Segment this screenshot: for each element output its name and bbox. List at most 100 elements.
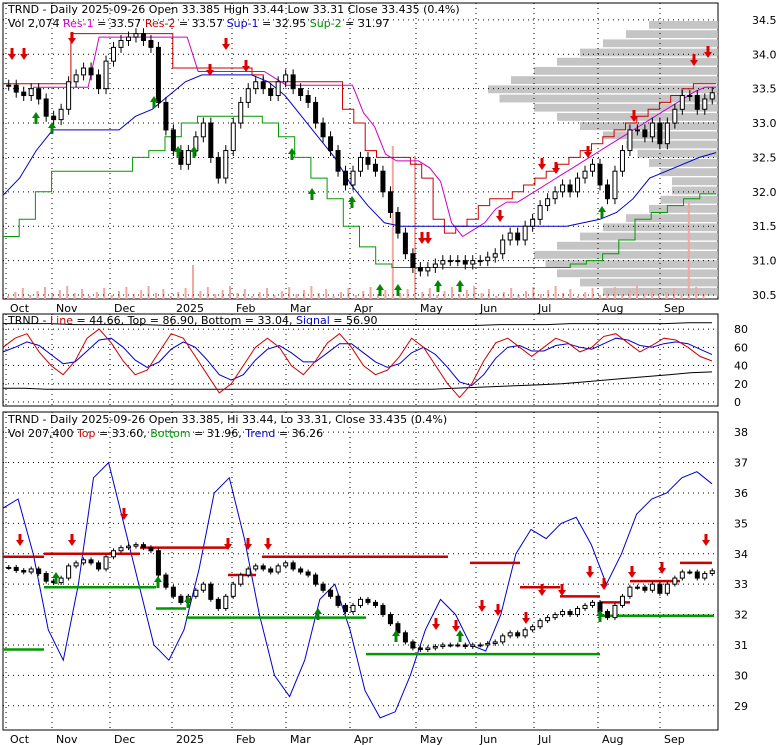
panel-header: Vol 207,400 Top = 33.60, Bottom = 31.96,… (8, 427, 323, 440)
volume-bar (206, 287, 209, 299)
price-candle-body (260, 81, 266, 90)
price-candle-body (380, 170, 386, 193)
volume-bar (421, 292, 424, 299)
price-candle-body (619, 150, 625, 172)
volume-bar (7, 296, 9, 299)
up-arrow-marker (348, 196, 356, 208)
y-tick-label: 31 (734, 639, 748, 652)
undefined: = (259, 17, 275, 30)
volume-bar (184, 288, 187, 299)
price-candle-body (96, 74, 102, 90)
undefined: = (275, 427, 291, 440)
top-label: Top = (127, 314, 163, 327)
price-candle-body (522, 225, 528, 241)
x-tick-label: Jul (537, 302, 551, 315)
down-arrow-marker (222, 38, 230, 50)
x-tick-label: 2025 (176, 302, 204, 315)
trend-candle-body (193, 589, 199, 597)
volume-bar (51, 294, 54, 299)
volume-profile-bar (534, 251, 718, 259)
x-tick-label: Mar (290, 302, 311, 315)
volume-bar (658, 296, 661, 299)
price-candle-body (320, 122, 326, 138)
trend-candle-body (634, 586, 640, 589)
volume-profile-bar (637, 149, 718, 158)
price-candle-body (298, 88, 304, 97)
volume-profile-bar (580, 122, 718, 131)
down-arrow-marker (584, 146, 592, 158)
price-candle-body (709, 92, 715, 100)
trend-candle-body (163, 574, 169, 588)
down-arrow-marker (242, 60, 250, 72)
volume-bar (480, 293, 483, 299)
undefined: = (96, 427, 112, 440)
trend-candle-body (657, 583, 663, 594)
volume-profile-bar (660, 168, 718, 177)
volume-bar (687, 201, 690, 299)
top-label: Top (76, 427, 96, 440)
trend-candle-body (290, 562, 296, 570)
price-candle-body (253, 81, 259, 90)
y-tick-label: 37 (734, 457, 748, 470)
down-arrow-marker (552, 162, 560, 174)
y-tick-label: 40 (734, 360, 748, 373)
price-candle-body (73, 74, 79, 83)
trend-candle-body (410, 641, 416, 649)
trend-candle-body (238, 574, 244, 585)
panel-header: TRND - Daily 2025-09-26 Open 33.385 High… (7, 3, 460, 16)
volume-bar (58, 290, 61, 299)
trend-candle-body (604, 611, 610, 619)
trend-value: 36.26 (292, 427, 324, 440)
price-candle-body (28, 88, 34, 97)
volume-profile-bar (649, 21, 718, 29)
down-arrow-marker (538, 584, 546, 596)
price-candle-body (283, 74, 289, 83)
volume-bar (428, 288, 431, 299)
osc-title: TRND - (7, 314, 50, 327)
x-tick-label: Aug (602, 733, 623, 745)
ma-line (33, 36, 716, 238)
price-candle-body (81, 67, 87, 76)
price-candle-body (590, 163, 596, 172)
price-candle-body (43, 98, 49, 117)
trend-candle-body (170, 586, 176, 597)
price-candle-body (642, 129, 648, 138)
bottom-label: Bottom (150, 427, 190, 440)
volume-bar (599, 295, 601, 299)
volume-profile-bar (672, 177, 718, 186)
volume-bar (532, 287, 535, 299)
price-candle-body (492, 253, 498, 258)
volume-bar (443, 291, 446, 299)
volume-bar (251, 296, 254, 299)
price-candle-body (58, 108, 64, 121)
volume-profile-bar (511, 76, 718, 85)
volume-profile-bar (499, 94, 718, 103)
volume-bar (21, 288, 24, 299)
open-label: Open (149, 3, 182, 16)
x-tick-label: Dec (114, 733, 135, 745)
volume-bar (458, 294, 461, 299)
trend-candle-body (66, 565, 72, 579)
volume-bar (88, 296, 91, 299)
low-label: Low (287, 3, 312, 16)
up-arrow-marker (174, 146, 182, 158)
volume-bar (517, 295, 520, 299)
y-tick-label: 80 (734, 323, 748, 336)
price-candle-body (51, 115, 57, 121)
volume-bar (162, 289, 165, 299)
volume-bar (436, 295, 439, 299)
volume-bar (665, 292, 668, 299)
down-arrow-marker (16, 534, 24, 546)
vol-value: 2,074 (28, 17, 63, 30)
price-candle-body (66, 81, 72, 110)
top-value: 86.90, (162, 314, 200, 327)
volume-profile-bar (626, 30, 718, 39)
price-candle-body (477, 260, 483, 263)
up-arrow-marker (434, 280, 442, 292)
volume-bar (332, 296, 335, 299)
undefined: = (175, 17, 191, 30)
down-arrow-marker (20, 48, 28, 60)
panel-header: TRND - Daily 2025-09-26 Open 33.385, Hi … (7, 413, 447, 426)
price-candle-body (575, 177, 581, 193)
